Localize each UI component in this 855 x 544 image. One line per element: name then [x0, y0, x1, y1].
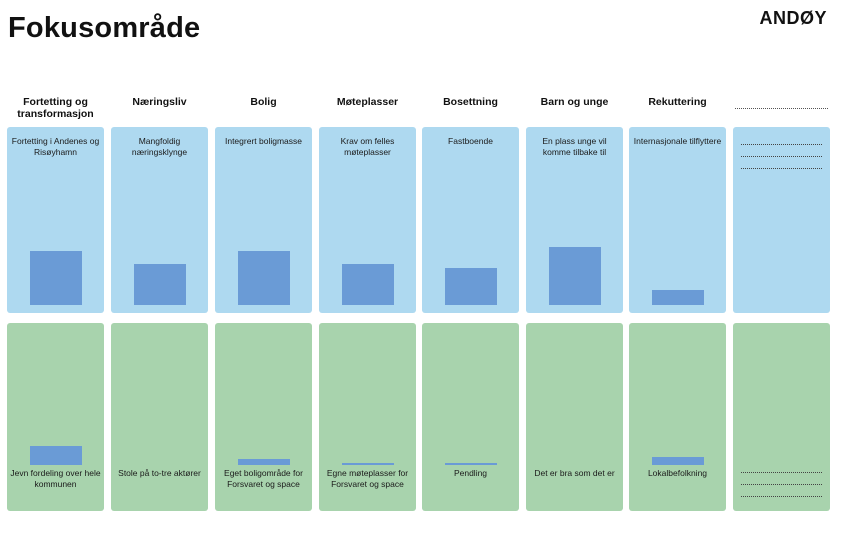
top-level-bar: [341, 264, 394, 305]
bottom-panel-label: Det er bra som det er: [534, 468, 615, 478]
brand-logo: ANDØY: [759, 8, 827, 28]
placeholder-dotted-line: [741, 168, 822, 169]
top-panel: Integrert boligmasse: [215, 127, 312, 313]
bottom-panel: [733, 323, 830, 511]
top-panel: En plass unge vil komme tilbake til: [526, 127, 623, 313]
top-level-bar: [444, 268, 497, 305]
bottom-panel-label: Egne møteplasser for Forsvaret og space: [326, 468, 409, 489]
top-panel-label: Krav om felles møteplasser: [340, 136, 395, 157]
focus-column: Bosettning Fastboende Pendling: [422, 96, 519, 516]
bottom-level-bar: [444, 463, 497, 465]
bottom-panel-label: Pendling: [453, 468, 488, 478]
bottom-panel: Stole på to-tre aktører: [111, 323, 208, 511]
placeholder-dotted-line: [735, 108, 828, 109]
placeholder-dotted-line: [741, 472, 822, 473]
bottom-panel: Pendling: [422, 323, 519, 511]
placeholder-dotted-line: [741, 484, 822, 485]
bottom-panel-label: Lokalbefolkning: [647, 468, 708, 478]
bottom-panel-label: Jevn fordeling over hele kommunen: [10, 468, 101, 489]
bottom-panel: Det er bra som det er: [526, 323, 623, 511]
top-level-bar: [133, 264, 186, 305]
column-header: Møteplasser: [336, 96, 399, 108]
bottom-panel: Lokalbefolkning: [629, 323, 726, 511]
bottom-level-bar: [651, 457, 704, 465]
top-level-bar: [237, 251, 290, 305]
column-header: Bolig: [250, 96, 277, 108]
bottom-panel-label: Eget boligområde for Forsvaret og space: [224, 468, 303, 489]
column-header: Rekuttering: [648, 96, 707, 108]
focus-column: Fortetting og transformasjon Fortetting …: [7, 96, 104, 516]
top-level-bar: [29, 251, 82, 305]
bottom-panel-label: Stole på to-tre aktører: [118, 468, 201, 478]
top-panel: Krav om felles møteplasser: [319, 127, 416, 313]
top-panel-label: En plass unge vil komme tilbake til: [542, 136, 607, 157]
bottom-panel: Eget boligområde for Forsvaret og space: [215, 323, 312, 511]
bottom-level-bar: [29, 446, 82, 465]
bottom-panel: Egne møteplasser for Forsvaret og space: [319, 323, 416, 511]
top-panel-label: Mangfoldig næringsklynge: [131, 136, 188, 157]
column-header: Fortetting og transformasjon: [17, 96, 94, 120]
placeholder-dotted-line: [741, 156, 822, 157]
focus-column: Møteplasser Krav om felles møteplasser E…: [319, 96, 416, 516]
bottom-level-bar: [237, 459, 290, 465]
placeholder-dotted-line: [741, 496, 822, 497]
focus-column: Næringsliv Mangfoldig næringsklynge Stol…: [111, 96, 208, 516]
top-panel-label: Internasjonale tilflyttere: [633, 136, 722, 146]
placeholder-dotted-line: [741, 144, 822, 145]
focus-column: Barn og unge En plass unge vil komme til…: [526, 96, 623, 516]
top-panel: [733, 127, 830, 313]
top-panel-label: Fastboende: [448, 136, 493, 146]
blank-column: [733, 96, 830, 516]
focus-column: Rekuttering Internasjonale tilflyttere L…: [629, 96, 726, 516]
column-header-placeholder: [729, 96, 834, 126]
page-title: Fokusområde: [8, 12, 201, 44]
focus-column: Bolig Integrert boligmasse Eget boligomr…: [215, 96, 312, 516]
top-panel: Internasjonale tilflyttere: [629, 127, 726, 313]
bottom-panel: Jevn fordeling over hele kommunen: [7, 323, 104, 511]
column-header: Næringsliv: [132, 96, 187, 108]
column-header: Bosettning: [443, 96, 498, 108]
bottom-level-bar: [341, 463, 394, 465]
top-panel-label: Integrert boligmasse: [224, 136, 302, 146]
top-panel-label: Fortetting i Andenes og Risøyhamn: [11, 136, 100, 157]
top-level-bar: [651, 290, 704, 305]
focus-board: Fortetting og transformasjon Fortetting …: [7, 96, 830, 516]
top-level-bar: [548, 247, 601, 305]
top-panel: Fortetting i Andenes og Risøyhamn: [7, 127, 104, 313]
top-panel: Mangfoldig næringsklynge: [111, 127, 208, 313]
column-header: Barn og unge: [540, 96, 609, 108]
top-panel: Fastboende: [422, 127, 519, 313]
